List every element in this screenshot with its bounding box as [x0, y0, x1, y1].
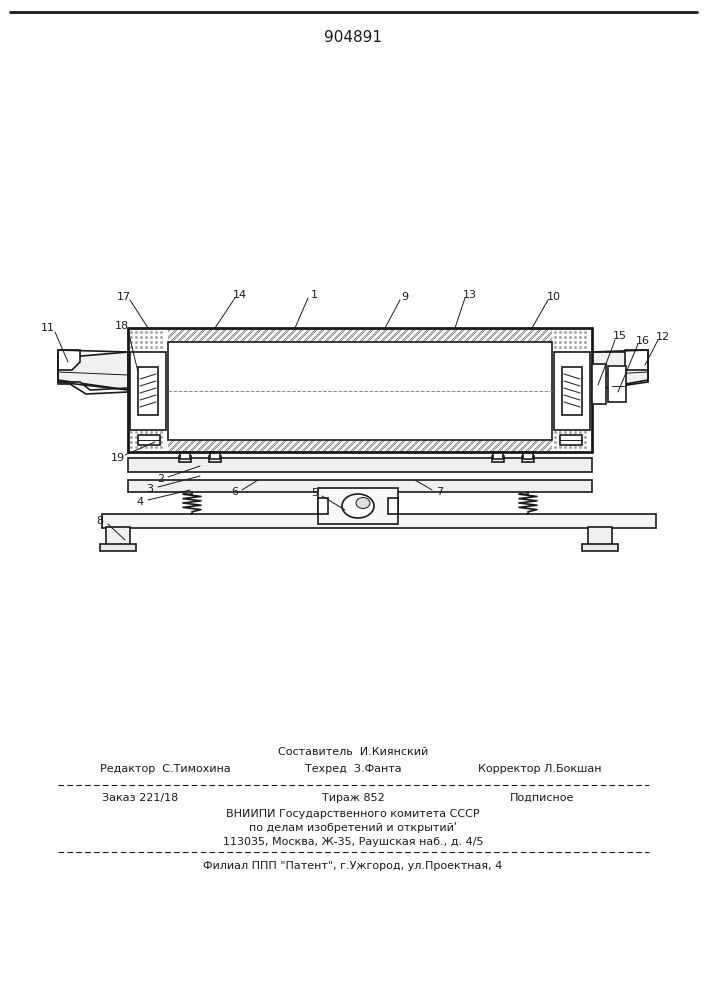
Bar	[138, 367, 158, 415]
Bar	[180, 452, 190, 459]
Text: 10: 10	[547, 292, 561, 302]
Text: Техред  З.Фанта: Техред З.Фанта	[305, 764, 402, 774]
Bar	[562, 367, 582, 415]
Text: 904891: 904891	[324, 30, 382, 45]
Text: 1: 1	[310, 290, 317, 300]
Bar	[522, 456, 534, 462]
Text: 9: 9	[402, 292, 409, 302]
Bar	[128, 480, 592, 492]
Polygon shape	[625, 350, 648, 370]
Bar	[492, 456, 504, 462]
Bar	[552, 328, 592, 452]
Bar	[168, 342, 552, 440]
Text: Тираж 852: Тираж 852	[322, 793, 385, 803]
Bar	[318, 498, 328, 514]
Text: Подписное: Подписное	[510, 793, 574, 803]
Text: Составитель  И.Киянский: Составитель И.Киянский	[278, 747, 428, 757]
Text: 8: 8	[96, 516, 103, 526]
Polygon shape	[58, 382, 128, 394]
Text: Редактор  С.Тимохина: Редактор С.Тимохина	[100, 764, 230, 774]
Text: 4: 4	[136, 497, 144, 507]
Text: 16: 16	[636, 336, 650, 346]
Bar	[592, 364, 606, 404]
Text: по делам изобретений и открытийʹ: по делам изобретений и открытийʹ	[249, 823, 457, 833]
Text: 2: 2	[158, 474, 165, 484]
Polygon shape	[58, 350, 80, 370]
Bar	[179, 456, 191, 462]
Bar	[560, 435, 582, 445]
Bar	[100, 544, 136, 551]
Text: Заказ 221/18: Заказ 221/18	[102, 793, 178, 803]
Text: 19: 19	[111, 453, 125, 463]
Text: 3: 3	[146, 484, 153, 494]
Bar	[128, 458, 592, 472]
Bar	[318, 488, 398, 524]
Bar	[493, 452, 503, 459]
Text: 13: 13	[463, 290, 477, 300]
Text: 6: 6	[231, 487, 238, 497]
Text: 18: 18	[115, 321, 129, 331]
Text: 11: 11	[41, 323, 55, 333]
Bar	[388, 498, 398, 514]
Bar	[608, 366, 626, 402]
Bar	[554, 352, 590, 430]
Text: 14: 14	[233, 290, 247, 300]
Ellipse shape	[356, 497, 370, 508]
Text: 17: 17	[117, 292, 131, 302]
Bar	[106, 527, 130, 545]
Bar	[128, 328, 592, 452]
Bar	[588, 527, 612, 545]
Bar	[168, 342, 552, 440]
Polygon shape	[592, 352, 648, 390]
Text: 5: 5	[312, 488, 318, 498]
Polygon shape	[58, 352, 128, 390]
Text: Филиал ППП "Патент", г.Ужгород, ул.Проектная, 4: Филиал ППП "Патент", г.Ужгород, ул.Проек…	[204, 861, 503, 871]
Text: Корректор Л.Бокшан: Корректор Л.Бокшан	[478, 764, 602, 774]
Bar	[130, 352, 166, 430]
Text: 12: 12	[656, 332, 670, 342]
Bar	[128, 328, 168, 452]
Text: 113035, Москва, Ж-35, Раушская наб., д. 4/5: 113035, Москва, Ж-35, Раушская наб., д. …	[223, 837, 484, 847]
Text: 7: 7	[436, 487, 443, 497]
Bar	[102, 514, 656, 528]
Ellipse shape	[342, 494, 374, 518]
Bar	[138, 435, 160, 445]
Bar	[210, 452, 220, 459]
Bar	[582, 544, 618, 551]
Bar	[523, 452, 533, 459]
Text: ВНИИПИ Государственного комитета СССР: ВНИИПИ Государственного комитета СССР	[226, 809, 480, 819]
Text: 15: 15	[613, 331, 627, 341]
Bar	[209, 456, 221, 462]
